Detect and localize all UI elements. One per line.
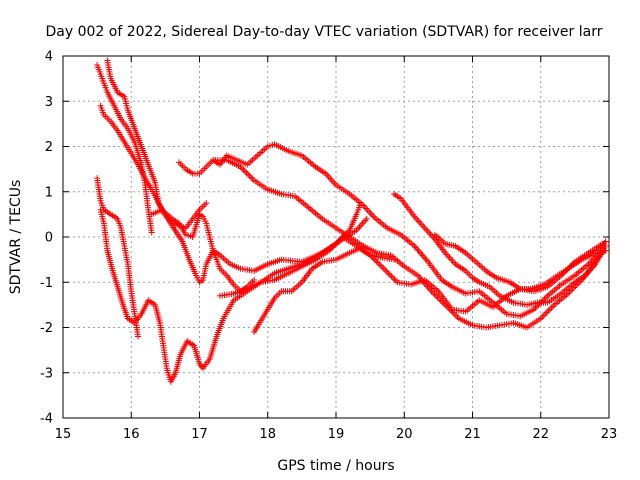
data-point bbox=[422, 255, 429, 262]
data-point bbox=[548, 304, 555, 311]
x-axis-label: GPS time / hours bbox=[277, 458, 394, 474]
data-point bbox=[448, 307, 455, 314]
data-point bbox=[540, 312, 547, 319]
series-arc7 bbox=[210, 157, 609, 331]
grid-layer bbox=[63, 56, 609, 418]
data-point bbox=[419, 252, 426, 259]
series-arc11 bbox=[431, 231, 609, 293]
data-point bbox=[203, 200, 210, 207]
data-point bbox=[391, 276, 398, 283]
data-point bbox=[388, 273, 395, 280]
data-point bbox=[452, 312, 459, 319]
data-point bbox=[363, 215, 370, 222]
x-tick-label: 20 bbox=[396, 427, 413, 442]
data-point bbox=[243, 169, 250, 176]
data-point bbox=[380, 265, 387, 272]
y-tick-label: 3 bbox=[45, 95, 53, 110]
data-point bbox=[246, 172, 253, 179]
data-point bbox=[382, 267, 389, 274]
data-point bbox=[423, 257, 430, 264]
y-tick-label: 0 bbox=[45, 231, 53, 246]
x-tick-label: 18 bbox=[259, 427, 276, 442]
series-arc3 bbox=[104, 57, 210, 231]
data-point bbox=[377, 262, 384, 269]
y-tick-label: -2 bbox=[40, 321, 53, 336]
data-point bbox=[242, 168, 248, 175]
data-point bbox=[418, 250, 425, 257]
data-point bbox=[148, 229, 155, 236]
data-point bbox=[602, 238, 609, 245]
data-point bbox=[251, 276, 258, 283]
x-tick-label: 16 bbox=[123, 427, 140, 442]
data-point bbox=[248, 174, 255, 181]
y-tick-label: -3 bbox=[40, 366, 53, 381]
x-tick-label: 23 bbox=[601, 427, 618, 442]
data-point bbox=[389, 274, 396, 281]
y-tick-label: 1 bbox=[45, 185, 53, 200]
chart-title: Day 002 of 2022, Sidereal Day-to-day VTE… bbox=[46, 24, 603, 40]
data-point bbox=[249, 175, 256, 182]
x-tick-label: 17 bbox=[191, 427, 208, 442]
series-arc9 bbox=[251, 245, 398, 336]
data-layer bbox=[94, 57, 609, 385]
data-point bbox=[539, 313, 546, 320]
y-tick-label: -4 bbox=[40, 412, 53, 427]
y-tick-label: -1 bbox=[40, 276, 53, 291]
data-point bbox=[379, 264, 386, 271]
data-point bbox=[549, 303, 556, 310]
data-point bbox=[568, 287, 575, 294]
data-point bbox=[421, 254, 428, 261]
data-point bbox=[385, 270, 392, 277]
y-axis-label: SDTVAR / TECUs bbox=[8, 180, 24, 295]
data-point bbox=[240, 166, 247, 173]
data-point bbox=[383, 268, 390, 275]
data-point bbox=[543, 309, 550, 316]
data-point bbox=[542, 310, 549, 317]
data-point bbox=[415, 247, 422, 254]
data-point bbox=[543, 294, 550, 301]
x-tick-label: 21 bbox=[464, 427, 481, 442]
series-arc12 bbox=[148, 206, 258, 295]
data-point bbox=[566, 289, 573, 296]
data-point bbox=[391, 256, 398, 263]
data-point bbox=[374, 259, 381, 266]
data-point bbox=[546, 306, 553, 313]
data-point bbox=[376, 261, 383, 268]
y-tick-label: 4 bbox=[45, 50, 53, 65]
x-tick-label: 22 bbox=[532, 427, 549, 442]
data-point bbox=[414, 246, 421, 253]
data-point bbox=[135, 333, 142, 340]
x-tick-label: 15 bbox=[55, 427, 72, 442]
data-point bbox=[386, 271, 393, 278]
data-point bbox=[416, 249, 423, 256]
data-point bbox=[245, 171, 252, 178]
series-arc4 bbox=[94, 175, 142, 340]
data-point bbox=[602, 247, 609, 254]
x-tick-label: 19 bbox=[328, 427, 345, 442]
data-point bbox=[412, 244, 419, 251]
series-arc10 bbox=[391, 191, 609, 308]
data-point bbox=[427, 286, 434, 293]
y-tick-label: 2 bbox=[45, 140, 53, 155]
data-point bbox=[545, 307, 552, 314]
